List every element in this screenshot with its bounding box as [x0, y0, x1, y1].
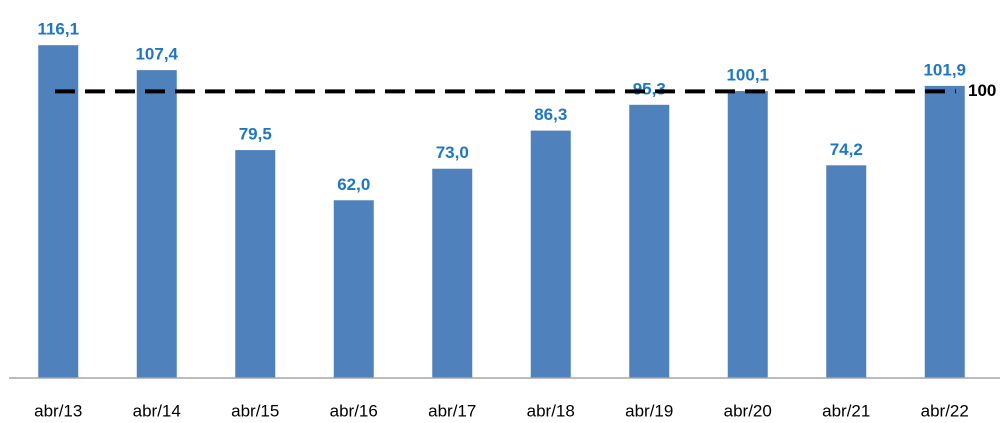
x-tick-label: abr/21 — [822, 401, 870, 420]
x-tick-label: abr/14 — [133, 401, 181, 420]
x-tick-label: abr/18 — [527, 401, 575, 420]
bar — [727, 91, 768, 379]
value-label: 74,2 — [830, 140, 863, 159]
x-tick-label: abr/13 — [34, 401, 82, 420]
value-label: 107,4 — [135, 45, 178, 64]
value-label: 100,1 — [726, 66, 769, 85]
reference-label: 100 — [968, 81, 996, 100]
x-tick-label: abr/16 — [330, 401, 378, 420]
bar — [38, 45, 79, 379]
bar — [333, 200, 374, 378]
x-tick-label: abr/22 — [921, 401, 969, 420]
x-tick-label: abr/15 — [231, 401, 279, 420]
value-label: 86,3 — [534, 105, 567, 124]
bar — [136, 70, 177, 379]
bar — [924, 85, 965, 379]
x-tick-label: abr/19 — [625, 401, 673, 420]
value-label: 79,5 — [239, 125, 272, 144]
bar — [432, 168, 473, 378]
value-label: 95,3 — [633, 79, 666, 98]
bar — [629, 104, 670, 378]
value-label: 116,1 — [37, 20, 79, 39]
x-tick-label: abr/20 — [724, 401, 772, 420]
x-tick-label: abr/17 — [428, 401, 476, 420]
value-label: 101,9 — [923, 60, 966, 79]
bar — [530, 130, 571, 378]
bar — [826, 165, 867, 378]
bar — [235, 150, 276, 378]
value-label: 73,0 — [436, 143, 469, 162]
value-label: 62,0 — [337, 175, 370, 194]
